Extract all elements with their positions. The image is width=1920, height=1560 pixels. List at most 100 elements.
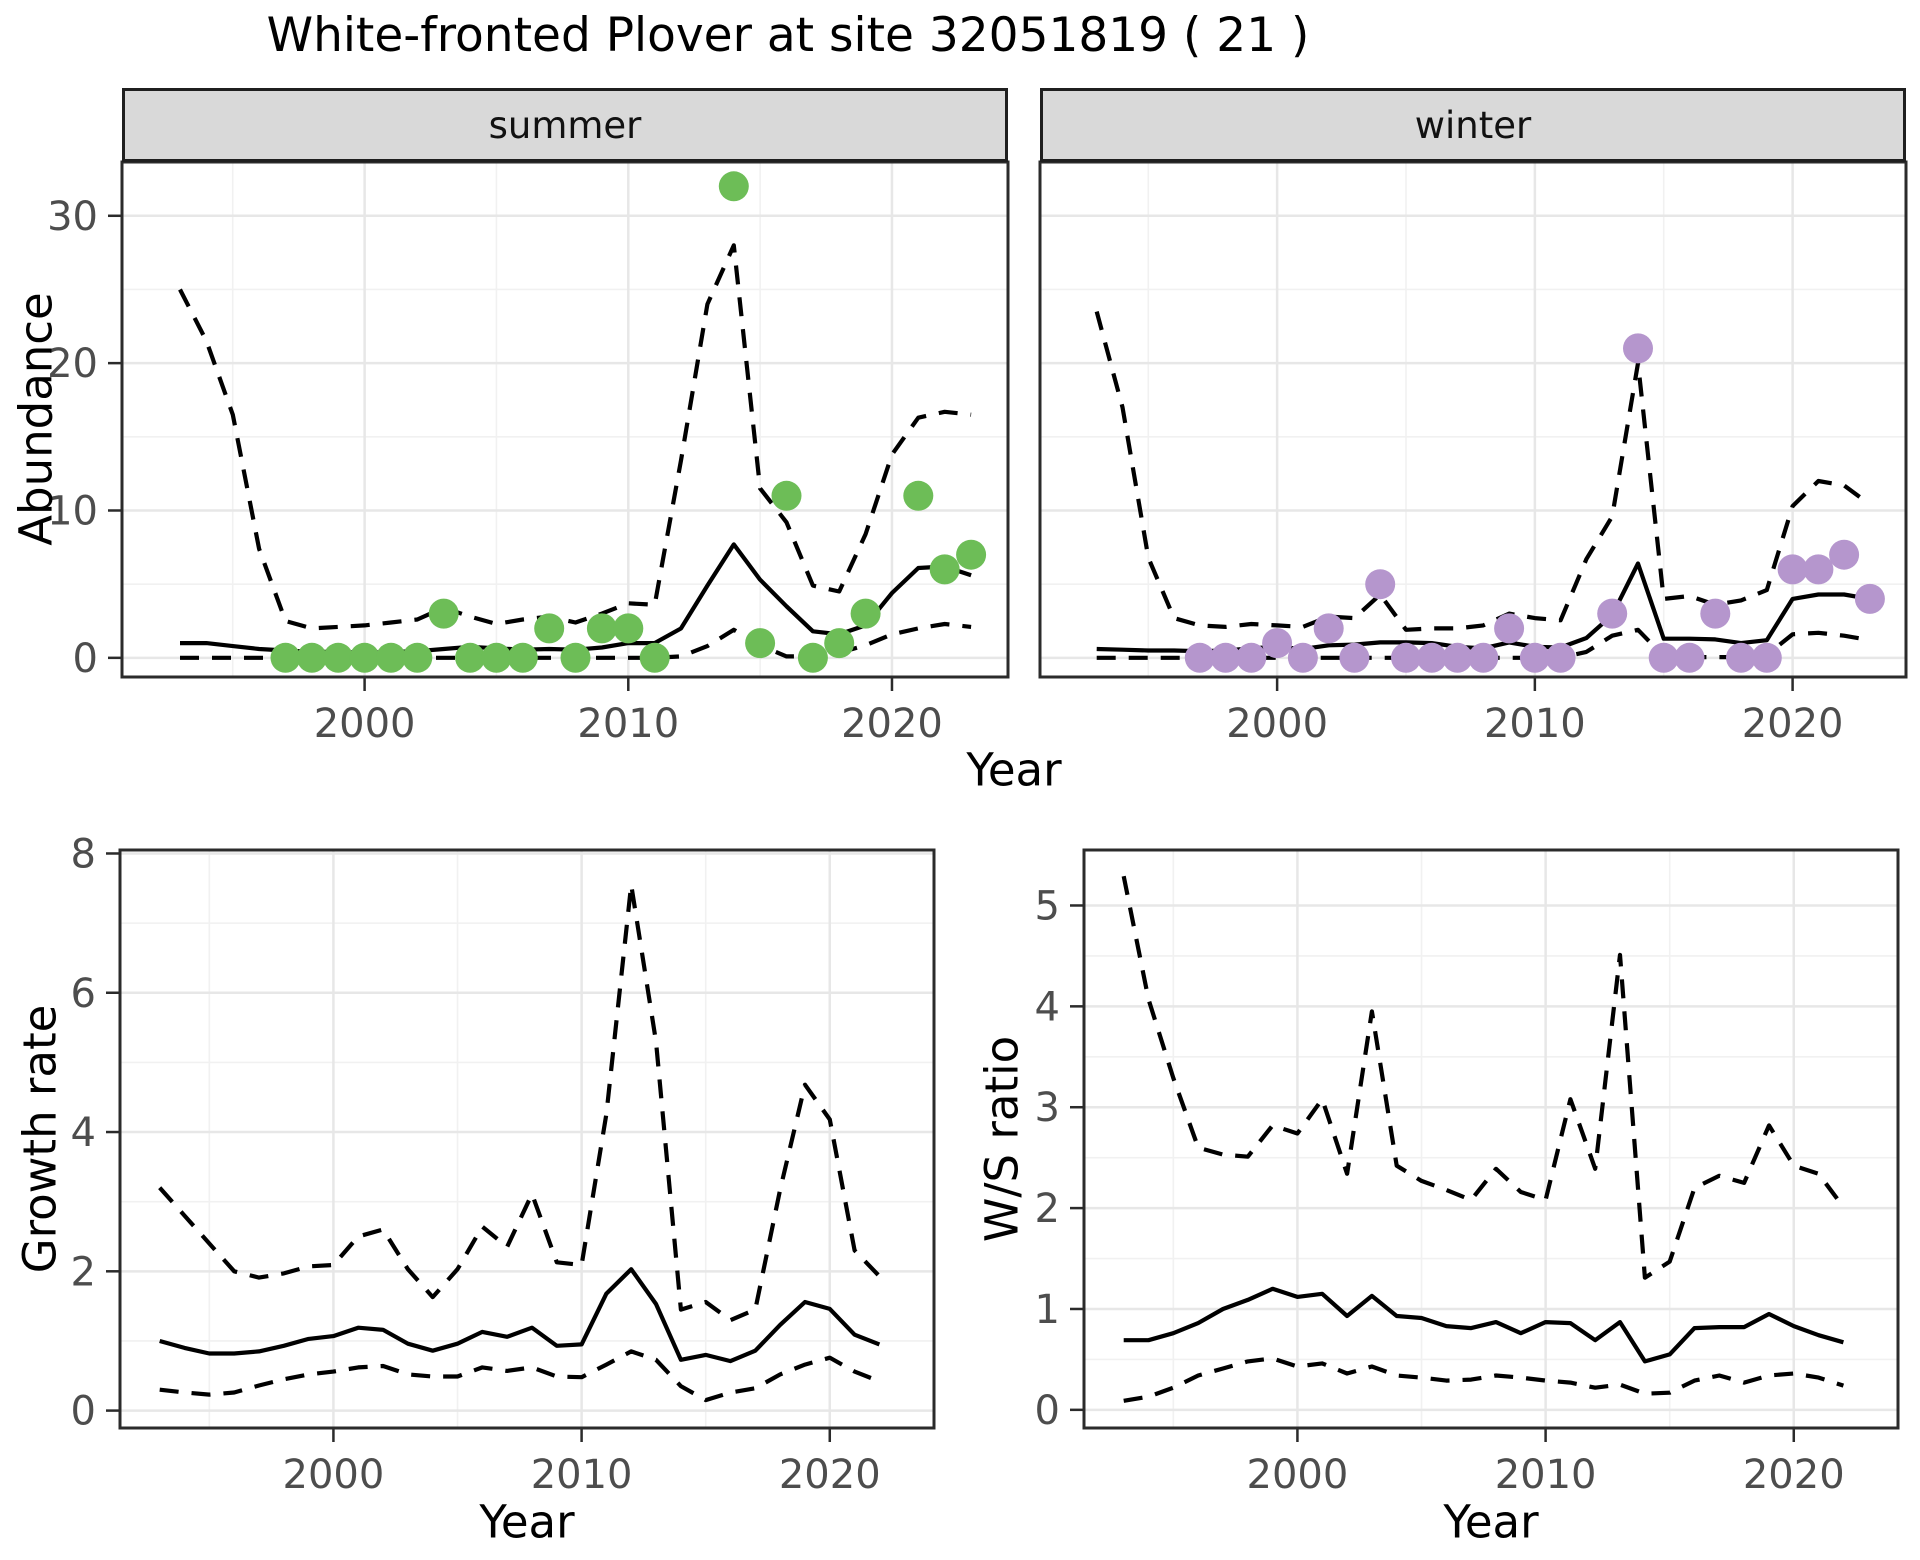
data-point <box>1313 613 1344 644</box>
data-point <box>402 642 433 673</box>
data-point <box>1262 628 1293 659</box>
x-tick-label: 2010 <box>531 1452 633 1498</box>
data-point <box>1468 642 1499 673</box>
data-point <box>1803 554 1834 585</box>
data-point <box>376 642 406 673</box>
y-axis-title-growth-rate: Growth rate <box>13 1004 67 1274</box>
growth_rate-lower_95_ci-line <box>159 1349 881 1403</box>
data-point <box>1545 642 1576 673</box>
data-point <box>956 539 987 570</box>
x-tick-label: 2000 <box>1226 701 1328 747</box>
data-point <box>824 628 855 659</box>
data-point <box>481 642 512 673</box>
y-tick-label: 4 <box>1035 984 1060 1030</box>
abundance_winter-border <box>1038 160 1908 679</box>
facet-strip-summer-label: summer <box>488 103 642 147</box>
x-tick-label: 2020 <box>841 701 943 747</box>
data-point <box>586 613 617 644</box>
data-point <box>1442 642 1473 673</box>
data-point <box>1287 642 1318 673</box>
x-tick-label: 2000 <box>283 1452 385 1498</box>
x-tick-label: 2010 <box>577 701 679 747</box>
abundance_winter-panel: 2000 2010 2020 <box>1038 160 1908 747</box>
y-tick-label: 1 <box>1035 1287 1060 1333</box>
data-point <box>745 628 776 659</box>
growth_rate-upper_95_ci-line <box>158 882 881 1323</box>
data-point <box>1751 642 1782 673</box>
y-axis-title-abundance: Abundance <box>9 292 63 546</box>
y-tick-label: 2 <box>1035 1186 1060 1232</box>
x-axis-title-year-growth: Year <box>479 1495 575 1549</box>
data-point <box>718 171 749 202</box>
data-point <box>560 642 591 673</box>
facet-strip-winter-label: winter <box>1414 103 1532 147</box>
ws_ratio-modelled_mean-line <box>1123 1286 1844 1364</box>
data-point <box>507 642 538 673</box>
y-tick-label: 3 <box>1035 1085 1060 1131</box>
data-point <box>1777 554 1808 585</box>
data-point <box>1726 642 1756 673</box>
x-tick-label: 2000 <box>1247 1452 1349 1498</box>
x-tick-label: 2000 <box>314 701 416 747</box>
data-point <box>1339 642 1370 673</box>
x-axis-title-year-ws: Year <box>1443 1495 1539 1549</box>
data-point <box>1854 583 1885 614</box>
data-point <box>1829 539 1860 570</box>
x-tick-label: 2020 <box>779 1452 881 1498</box>
data-point <box>1365 569 1396 600</box>
data-point <box>1674 642 1705 673</box>
y-tick-label: 30 <box>47 194 98 240</box>
data-point <box>323 642 354 673</box>
page-title: White-fronted Plover at site 32051819 ( … <box>266 8 1310 63</box>
data-point <box>349 642 380 673</box>
ws_ratio-upper_95_ci-line <box>1121 875 1846 1280</box>
ws_ratio-panel: 2000 2010 2020 0 1 2 3 4 5 <box>1035 848 1900 1498</box>
abundance_summer-panel: 2000 2010 2020 0 10 20 30 <box>47 160 1010 747</box>
x-axis-title-year-top: Year <box>966 743 1062 797</box>
data-point <box>797 642 828 673</box>
data-point <box>1494 613 1525 644</box>
data-point <box>1623 333 1653 364</box>
data-point <box>639 642 670 673</box>
data-point <box>1210 642 1241 673</box>
data-point <box>1236 642 1267 673</box>
data-point <box>1184 642 1215 673</box>
data-point <box>296 642 327 673</box>
facet-strip-winter: winter <box>1040 88 1906 162</box>
data-point <box>428 598 459 629</box>
ws_ratio-border <box>1082 848 1900 1430</box>
x-tick-label: 2020 <box>1742 701 1844 747</box>
y-tick-label: 2 <box>71 1249 96 1295</box>
data-point <box>1519 642 1550 673</box>
facet-strip-summer: summer <box>122 88 1008 162</box>
data-point <box>903 480 934 511</box>
data-point <box>929 554 960 585</box>
growth_rate-border <box>118 848 936 1430</box>
y-tick-label: 0 <box>71 1389 96 1435</box>
data-point <box>534 613 565 644</box>
y-tick-label: 10 <box>47 488 98 534</box>
y-tick-label: 0 <box>73 636 98 682</box>
data-point <box>1391 642 1421 673</box>
y-axis-title-ws-ratio: W/S ratio <box>975 1035 1029 1243</box>
growth_rate-modelled_mean-line <box>159 1267 881 1364</box>
data-point <box>613 613 644 644</box>
x-tick-label: 2010 <box>1484 701 1586 747</box>
data-point <box>1416 642 1447 673</box>
data-point <box>270 642 301 673</box>
y-tick-label: 8 <box>71 831 96 877</box>
data-point <box>455 642 486 673</box>
data-point <box>771 480 802 511</box>
data-point <box>1700 598 1731 629</box>
y-tick-label: 20 <box>47 341 98 387</box>
x-tick-label: 2010 <box>1495 1452 1597 1498</box>
y-tick-label: 0 <box>1035 1388 1060 1434</box>
abundance_winter-upper_95_ci-line <box>1094 311 1872 632</box>
abundance_winter-modelled_mean-line <box>1096 561 1871 654</box>
data-point <box>850 598 881 629</box>
y-tick-label: 5 <box>1035 883 1060 929</box>
ws_ratio-lower_95_ci-line <box>1123 1356 1845 1403</box>
abundance_summer-border <box>120 160 1010 679</box>
